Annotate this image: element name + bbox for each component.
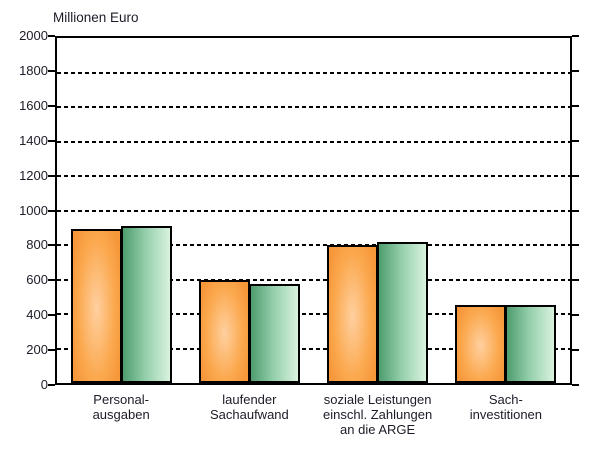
y-axis-tick-label: 600 [26,272,48,288]
gridline [57,175,570,177]
x-axis-category-label: Sach- investitionen [469,392,543,422]
bar-green-4 [505,304,557,383]
y-axis-tick-mark-left [48,279,55,282]
y-axis-tick-mark-left [48,349,55,352]
y-axis-tick-mark-right [572,279,579,282]
y-axis-tick-mark-left [48,314,55,317]
gridline [57,278,570,281]
y-axis-tick-label: 1800 [19,62,48,78]
y-axis-tick-mark-right [572,174,579,177]
y-axis-tick-label: 2000 [19,28,48,43]
bar-green-1 [120,226,172,383]
bar-green-2 [248,283,300,383]
y-axis-tick-mark-right [572,314,579,317]
y-axis-tick-mark-left [48,209,55,212]
gridline [57,244,570,246]
gridline [57,106,570,108]
x-axis-category-label: Personal- ausgaben [92,392,150,422]
y-axis-tick-mark-left [48,174,55,177]
y-axis-tick-mark-left [48,69,55,72]
x-axis-category-label: laufender Sachaufwand [209,392,289,422]
y-axis-tick-mark-right [572,104,579,107]
x-axis-category-label: soziale Leistungen einschl. Zahlungen an… [323,392,433,437]
gridline [57,209,570,212]
y-axis-tick-mark-right [572,244,579,247]
bar-orange-2 [198,279,250,383]
y-axis-tick-label: 1400 [19,132,48,148]
gridline [57,313,570,315]
gridline [57,347,570,350]
y-axis-tick-label: 1200 [19,167,48,183]
gridline [57,140,570,143]
y-axis-tick-mark-left [48,104,55,107]
y-axis-tick-label: 1000 [19,202,48,218]
gridline [57,71,570,74]
bar-orange-3 [327,245,378,383]
y-axis-tick-label: 400 [26,307,48,323]
y-axis-tick-label: 200 [26,342,48,358]
bar-orange-1 [70,229,122,383]
y-axis-tick-mark-right [572,209,579,212]
y-axis-tick-mark-left [48,35,55,37]
y-axis-tick-mark-right [572,69,579,72]
y-axis-tick-mark-left [48,244,55,247]
y-axis-tick-mark-right [572,384,579,386]
y-axis-tick-mark-right [572,139,579,142]
y-axis-tick-mark-left [48,384,55,386]
y-axis-tick-mark-right [572,349,579,352]
plot-area [55,36,572,385]
y-axis-tick-label: 1600 [19,97,48,113]
y-axis-tick-label: 800 [26,237,48,253]
bar-green-3 [377,241,428,383]
bar-orange-4 [455,305,507,383]
y-axis-title: Millionen Euro [53,10,139,25]
y-axis-tick-mark-left [48,139,55,142]
y-axis-tick-mark-right [572,35,579,37]
y-axis-tick-label: 0 [40,377,48,392]
